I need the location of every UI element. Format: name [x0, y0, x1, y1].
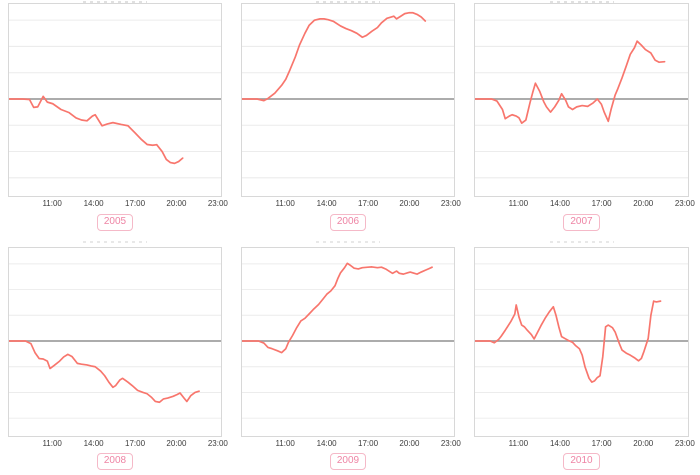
chart-panel-2008: 11:00 14:00 17:00 20:00 23:00 2008 — [0, 237, 233, 475]
x-tick-label: 17:00 — [358, 199, 379, 208]
plot-area-2010 — [474, 247, 689, 437]
plot-area-2009 — [241, 247, 455, 437]
x-tick-label: 14:00 — [316, 439, 337, 448]
cropped-title-fragment — [83, 241, 147, 243]
x-tick-label: 14:00 — [83, 199, 104, 208]
x-tick-label: 17:00 — [591, 439, 612, 448]
x-tick-label: 14:00 — [316, 199, 337, 208]
x-tick-label: 17:00 — [125, 199, 146, 208]
chart-panel-2005: 11:00 14:00 17:00 20:00 23:00 2005 — [0, 0, 233, 237]
x-axis-ticks: 11:00 14:00 17:00 20:00 23:00 — [474, 437, 695, 448]
year-label-2010: 2010 — [563, 452, 600, 471]
line-chart-2005 — [9, 19, 221, 179]
x-tick-label: 14:00 — [549, 439, 571, 448]
x-tick-label: 11:00 — [508, 199, 529, 208]
x-tick-label: 20:00 — [166, 439, 187, 448]
x-tick-label: 11:00 — [275, 439, 295, 448]
cropped-title-fragment — [549, 241, 614, 243]
plot-area-2008 — [8, 247, 222, 437]
cropped-title-fragment — [83, 1, 147, 3]
line-chart-2007 — [475, 19, 688, 179]
x-tick-label: 11:00 — [275, 199, 295, 208]
year-label-2009: 2009 — [329, 452, 367, 471]
year-label-2006: 2006 — [329, 213, 367, 232]
cropped-title-fragment — [549, 1, 614, 3]
chart-panel-2007: 11:00 14:00 17:00 20:00 23:00 2007 — [466, 0, 700, 237]
x-tick-label: 20:00 — [399, 439, 420, 448]
x-tick-label: 23:00 — [674, 439, 695, 448]
x-tick-label: 17:00 — [125, 439, 146, 448]
x-axis-ticks: 11:00 14:00 17:00 20:00 23:00 — [8, 437, 227, 448]
chart-panel-2006: 11:00 14:00 17:00 20:00 23:00 2006 — [233, 0, 466, 237]
x-tick-label: 23:00 — [440, 199, 461, 208]
x-tick-label: 20:00 — [166, 199, 187, 208]
cropped-title-fragment — [316, 1, 380, 3]
x-tick-label: 14:00 — [83, 439, 104, 448]
x-axis-ticks: 11:00 14:00 17:00 20:00 23:00 — [8, 197, 227, 208]
x-tick-label: 17:00 — [591, 199, 612, 208]
x-axis-ticks: 11:00 14:00 17:00 20:00 23:00 — [241, 437, 460, 448]
x-tick-label: 17:00 — [358, 439, 379, 448]
x-tick-label: 11:00 — [42, 439, 62, 448]
chart-panel-2009: 11:00 14:00 17:00 20:00 23:00 2009 — [233, 237, 466, 475]
x-tick-label: 23:00 — [440, 439, 461, 448]
x-tick-label: 23:00 — [674, 199, 695, 208]
year-label-2005: 2005 — [96, 213, 134, 232]
line-chart-2008 — [9, 263, 221, 419]
cropped-title-fragment — [316, 241, 380, 243]
chart-panel-2010: 11:00 14:00 17:00 20:00 23:00 2010 — [466, 237, 700, 475]
plot-area-2006 — [241, 3, 455, 197]
x-tick-label: 20:00 — [399, 199, 420, 208]
x-tick-label: 23:00 — [207, 439, 228, 448]
x-axis-ticks: 11:00 14:00 17:00 20:00 23:00 — [241, 197, 460, 208]
x-tick-label: 14:00 — [549, 199, 571, 208]
x-tick-label: 23:00 — [207, 199, 228, 208]
line-chart-2006 — [242, 11, 454, 179]
line-chart-2010 — [475, 263, 688, 419]
x-tick-label: 11:00 — [42, 199, 62, 208]
year-label-2007: 2007 — [563, 213, 600, 232]
plot-area-2005 — [8, 3, 222, 197]
x-tick-label: 20:00 — [633, 439, 654, 448]
x-tick-label: 20:00 — [633, 199, 654, 208]
line-chart-2009 — [242, 262, 454, 419]
plot-area-2007 — [474, 3, 689, 197]
year-label-2008: 2008 — [96, 452, 134, 471]
x-axis-ticks: 11:00 14:00 17:00 20:00 23:00 — [474, 197, 695, 208]
x-tick-label: 11:00 — [508, 439, 529, 448]
